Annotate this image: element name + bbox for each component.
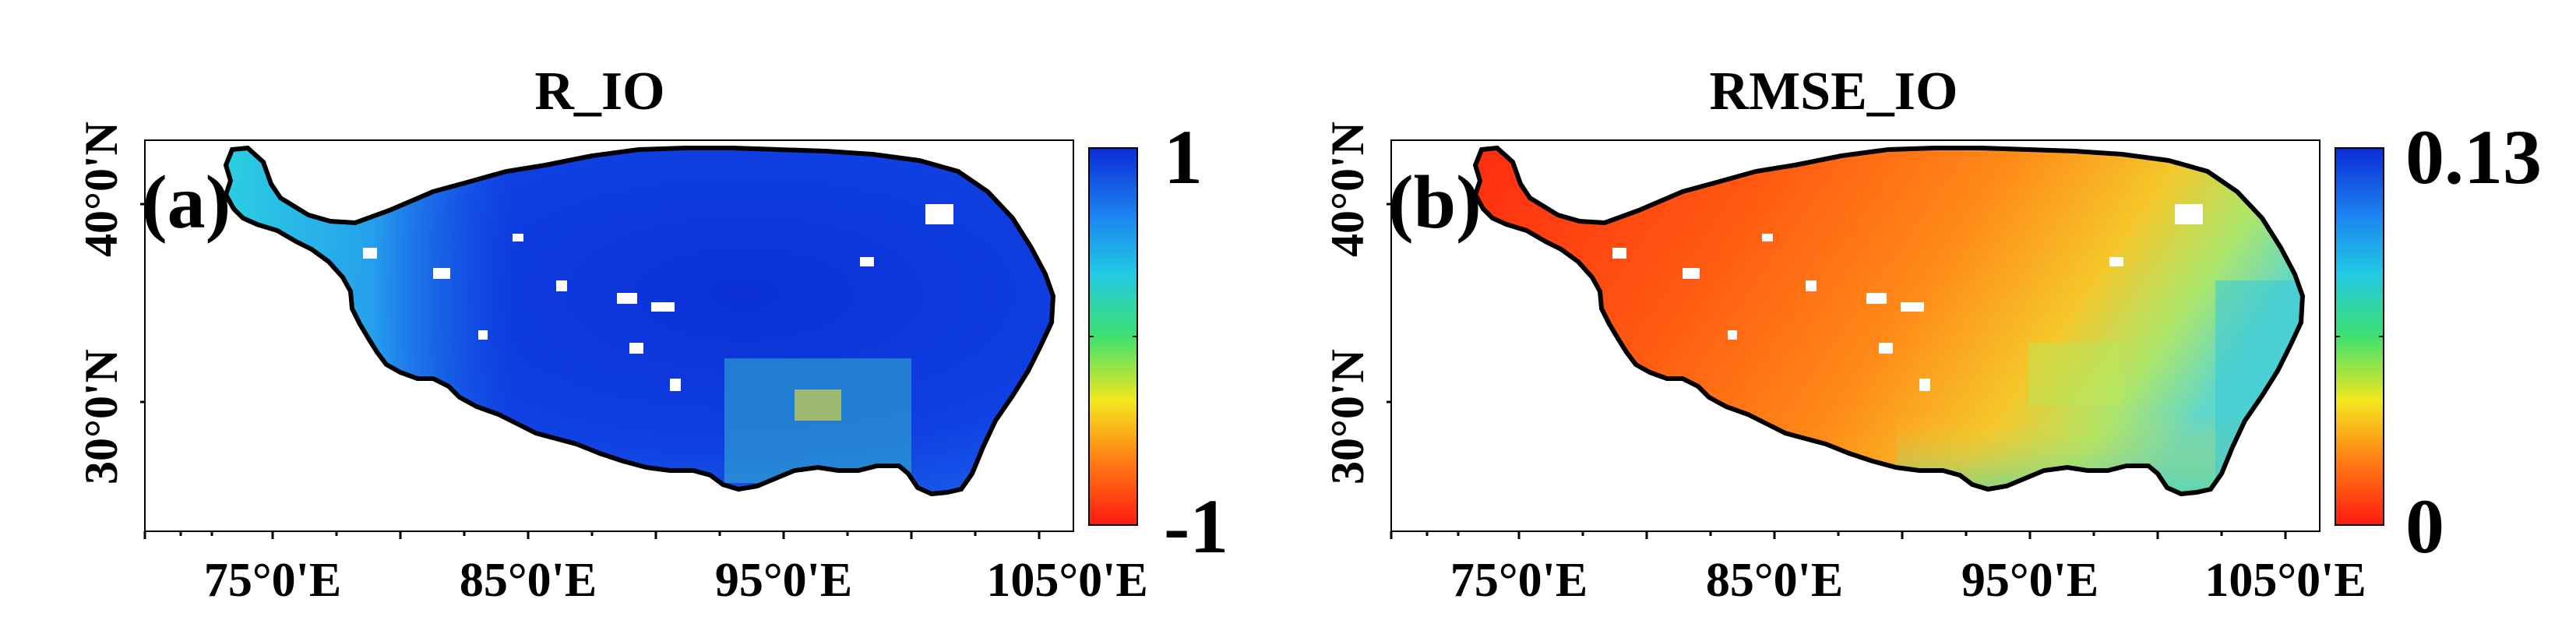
longitude-label-85e: 85°0'E — [459, 554, 597, 607]
colorbar-min-label: 0 — [2405, 483, 2444, 569]
longitude-label-85e: 85°0'E — [1705, 554, 1844, 607]
longitude-label-105e: 105°0'E — [2204, 554, 2366, 607]
longitude-label-75e: 75°0'E — [203, 554, 342, 607]
panel-label: (a) — [142, 160, 231, 245]
colorbar-b — [2335, 147, 2384, 526]
colorbar-max-label: 1 — [1164, 114, 1203, 200]
panel-title: RMSE_IO — [1709, 62, 1958, 122]
panel-title: R_IO — [534, 62, 665, 122]
map-b — [1387, 139, 2384, 539]
panel-a: R_IO 40°0'N 30°0'N — [0, 0, 1285, 638]
panel-label: (b) — [1388, 160, 1482, 245]
colorbar-a — [1088, 147, 1138, 526]
map-a — [140, 139, 1138, 539]
longitude-label-95e: 95°0'E — [1961, 554, 2099, 607]
longitude-label-95e: 95°0'E — [714, 554, 853, 607]
colorbar-max-label: 0.13 — [2405, 114, 2542, 200]
longitude-label-105e: 105°0'E — [986, 554, 1148, 607]
colorbar-min-label: -1 — [1164, 483, 1229, 569]
panel-b: RMSE_IO 40°0'N 30°0'N — [1249, 0, 2542, 638]
longitude-label-75e: 75°0'E — [1450, 554, 1588, 607]
